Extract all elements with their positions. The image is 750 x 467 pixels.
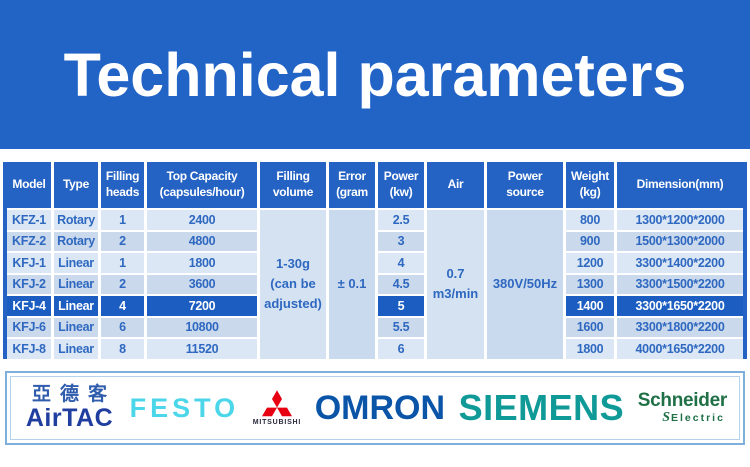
schneider-electric-text: Electric bbox=[670, 411, 725, 424]
cell-type: Linear bbox=[54, 274, 98, 294]
cell-weight: 900 bbox=[566, 231, 614, 251]
cell-power-source-merged: 380V/50Hz bbox=[487, 210, 563, 359]
cell-weight-highlighted: 1400 bbox=[566, 296, 614, 316]
cell-heads: 1 bbox=[101, 210, 144, 230]
airtac-logo: 亞德客 AirTAC bbox=[23, 385, 116, 431]
cell-heads-highlighted: 4 bbox=[101, 296, 144, 316]
cell-heads: 2 bbox=[101, 231, 144, 251]
festo-wordmark: FESTO bbox=[129, 392, 240, 423]
cell-model-highlighted: KFJ-4 bbox=[7, 296, 51, 316]
airtac-hanzi-text: 亞德客 bbox=[32, 384, 117, 405]
cell-dimension: 1500*1300*2000 bbox=[617, 231, 743, 251]
cell-type: Rotary bbox=[54, 231, 98, 251]
cell-dimension: 3300*1400*2200 bbox=[617, 253, 743, 273]
mitsubishi-three-diamonds-icon bbox=[261, 390, 292, 417]
cell-type: Linear bbox=[54, 253, 98, 273]
header-filling-volume: Filling volume bbox=[260, 162, 326, 208]
cell-power: 2.5 bbox=[378, 210, 424, 230]
cell-capacity: 2400 bbox=[147, 210, 257, 230]
cell-capacity-highlighted: 7200 bbox=[147, 296, 257, 316]
cell-type-highlighted: Linear bbox=[54, 296, 98, 316]
cell-model: KFJ-2 bbox=[7, 274, 51, 294]
cell-dimension: 4000*1650*2200 bbox=[617, 339, 743, 359]
cell-capacity: 3600 bbox=[147, 274, 257, 294]
cell-air-merged: 0.7 m3/min bbox=[427, 210, 484, 359]
cell-dimension-highlighted: 3300*1650*2200 bbox=[617, 296, 743, 316]
cell-dimension: 3300*1500*2200 bbox=[617, 274, 743, 294]
cell-heads: 8 bbox=[101, 339, 144, 359]
cell-model: KFJ-6 bbox=[7, 317, 51, 337]
omron-wordmark: OMRON bbox=[314, 389, 446, 427]
header-filling-heads: Filling heads bbox=[101, 162, 144, 208]
cell-capacity: 4800 bbox=[147, 231, 257, 251]
siemens-wordmark: SIEMENS bbox=[458, 387, 625, 428]
cell-heads: 2 bbox=[101, 274, 144, 294]
mitsubishi-logo: MITSUBISHI bbox=[253, 390, 301, 426]
cell-model: KFZ-2 bbox=[7, 231, 51, 251]
page-title: Technical parameters bbox=[63, 40, 687, 109]
parameters-table: Model Type Filling heads Top Capacity (cap… bbox=[3, 162, 747, 359]
cell-capacity: 1800 bbox=[147, 253, 257, 273]
cell-model: KFJ-1 bbox=[7, 253, 51, 273]
schneider-logo: Schneider S Electric bbox=[638, 391, 727, 425]
siemens-logo: SIEMENS bbox=[459, 390, 625, 426]
schneider-wordmark: Schneider bbox=[637, 390, 727, 411]
cell-capacity: 11520 bbox=[147, 339, 257, 359]
cell-power-highlighted: 5 bbox=[378, 296, 424, 316]
header-air: Air bbox=[427, 162, 484, 208]
schneider-script-mark-icon: S bbox=[662, 410, 670, 425]
cell-error-merged: ± 0.1 bbox=[329, 210, 375, 359]
cell-filling-volume-merged: 1-30g (can be adjusted) bbox=[260, 210, 326, 359]
header-power-source: Power source bbox=[487, 162, 563, 208]
cell-type: Rotary bbox=[54, 210, 98, 230]
cell-power: 5.5 bbox=[378, 317, 424, 337]
cell-weight: 1300 bbox=[566, 274, 614, 294]
cell-heads: 1 bbox=[101, 253, 144, 273]
cell-power: 4 bbox=[378, 253, 424, 273]
cell-dimension: 1300*1200*2000 bbox=[617, 210, 743, 230]
header-top-capacity: Top Capacity (capsules/hour) bbox=[147, 162, 257, 208]
cell-power: 4.5 bbox=[378, 274, 424, 294]
mitsubishi-wordmark: MITSUBISHI bbox=[252, 419, 302, 426]
cell-weight: 1600 bbox=[566, 317, 614, 337]
cell-type: Linear bbox=[54, 339, 98, 359]
omron-logo: OMRON bbox=[315, 391, 445, 425]
cell-model: KFZ-1 bbox=[7, 210, 51, 230]
header-dimension: Dimension(mm) bbox=[617, 162, 743, 208]
header-power: Power (kw) bbox=[378, 162, 424, 208]
cell-heads: 6 bbox=[101, 317, 144, 337]
cell-power: 3 bbox=[378, 231, 424, 251]
cell-dimension: 3300*1800*2200 bbox=[617, 317, 743, 337]
cell-weight: 1200 bbox=[566, 253, 614, 273]
header-type: Type bbox=[54, 162, 98, 208]
cell-power: 6 bbox=[378, 339, 424, 359]
title-banner: Technical parameters bbox=[0, 0, 750, 149]
cell-capacity: 10800 bbox=[147, 317, 257, 337]
cell-weight: 800 bbox=[566, 210, 614, 230]
cell-model: KFJ-8 bbox=[7, 339, 51, 359]
brand-logo-strip: 亞德客 AirTAC FESTO MITSUBISHI OMRON SIEMEN… bbox=[5, 371, 745, 445]
cell-weight: 1800 bbox=[566, 339, 614, 359]
festo-logo: FESTO bbox=[129, 392, 240, 423]
airtac-wordmark: AirTAC bbox=[25, 404, 114, 432]
cell-type: Linear bbox=[54, 317, 98, 337]
header-error: Error (gram bbox=[329, 162, 375, 208]
header-weight: Weight (kg) bbox=[566, 162, 614, 208]
header-model: Model bbox=[7, 162, 51, 208]
